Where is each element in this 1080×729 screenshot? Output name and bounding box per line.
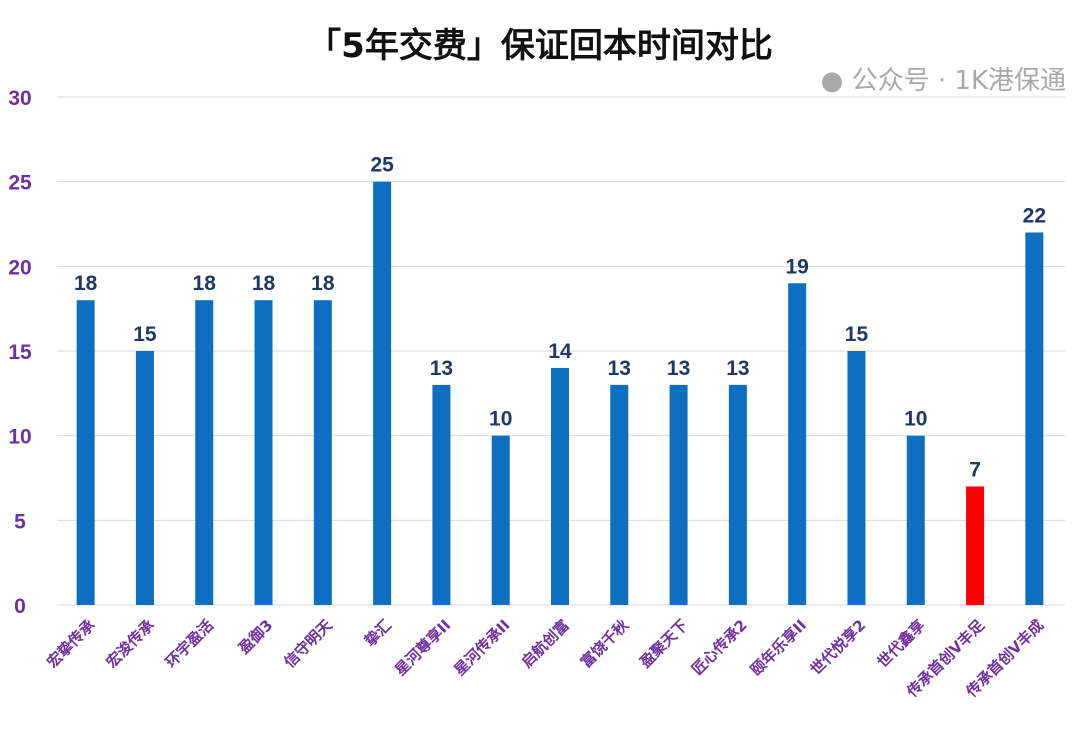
bar (195, 300, 214, 605)
wechat-icon: ● (820, 66, 844, 96)
bar (254, 300, 273, 605)
data-label: 7 (969, 458, 981, 481)
data-label: 13 (726, 357, 749, 380)
data-label: 10 (489, 408, 512, 431)
x-tick-label: 挚汇 (361, 616, 395, 650)
data-label: 18 (311, 272, 335, 295)
x-tick-label: 世代鑫享 (873, 616, 928, 671)
data-label: 10 (904, 408, 927, 431)
y-tick-label: 5 (14, 510, 26, 533)
x-tick-label: 颐年乐享II (747, 616, 810, 679)
chart-title: 「5年交费」保证回本时间对比 (307, 26, 773, 66)
x-tick-label: 环宇盈活 (162, 616, 217, 671)
bar (669, 384, 688, 605)
data-label: 15 (133, 323, 157, 346)
x-tick-label: 匠心传承2 (688, 616, 751, 679)
bar (491, 435, 510, 605)
bar (728, 384, 747, 605)
bar (847, 351, 866, 605)
y-tick-label: 10 (8, 426, 31, 449)
x-tick-label: 世代悦享2 (807, 616, 870, 679)
data-label: 22 (1023, 204, 1046, 227)
data-label: 14 (548, 340, 572, 363)
watermark-text: 公众号 · 1K港保通 (851, 66, 1066, 96)
x-tick-label: 盈御3 (234, 616, 276, 658)
x-tick-label: 启航创富 (518, 616, 573, 671)
data-label: 18 (74, 272, 98, 295)
bar (432, 384, 451, 605)
x-tick-label: 星河传承II (450, 616, 513, 679)
data-label: 18 (252, 272, 276, 295)
data-label: 18 (193, 272, 217, 295)
y-tick-label: 20 (8, 256, 31, 279)
watermark: ● 公众号 · 1K港保通 (821, 60, 1066, 97)
bar (135, 351, 154, 605)
y-tick-label: 30 (8, 87, 31, 110)
bar (788, 283, 807, 605)
data-label: 13 (430, 357, 453, 380)
y-tick-label: 0 (14, 595, 26, 618)
data-label: 15 (845, 323, 869, 346)
data-label: 25 (370, 154, 394, 177)
x-tick-label: 宏挚传承 (43, 616, 98, 671)
y-tick-label: 25 (8, 172, 32, 195)
bar (551, 367, 569, 605)
data-label: 19 (785, 255, 808, 278)
bar (966, 486, 985, 605)
bar (610, 384, 629, 605)
bar (1025, 232, 1044, 605)
bar (373, 181, 392, 605)
y-tick-label: 15 (8, 341, 32, 364)
x-tick-label: 信守明天 (280, 615, 336, 671)
bar (906, 435, 925, 605)
x-tick-label: 宏浚传承 (103, 616, 158, 671)
x-tick-label: 星河尊享II (391, 616, 454, 679)
data-label: 13 (608, 357, 631, 380)
bar (313, 300, 332, 605)
x-tick-label: 盈聚天下 (636, 616, 692, 672)
x-tick-label: 富饶千秋 (577, 615, 633, 671)
data-label: 13 (667, 357, 690, 380)
bar (76, 300, 95, 605)
